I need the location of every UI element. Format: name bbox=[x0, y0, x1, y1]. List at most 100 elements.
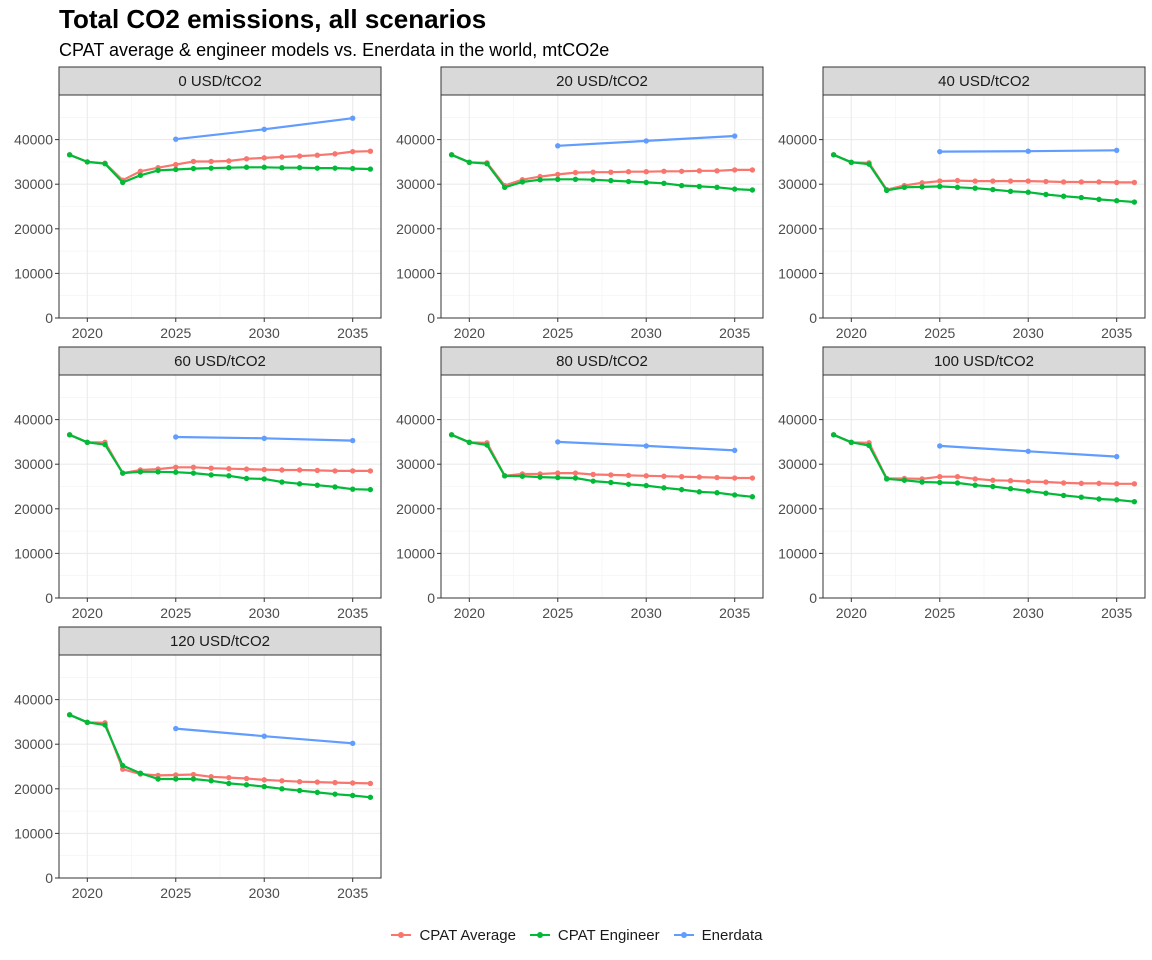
data-point-cpat-engineer bbox=[208, 165, 214, 171]
x-tick-label: 2025 bbox=[924, 605, 955, 621]
data-point-cpat-engineer bbox=[661, 485, 667, 491]
data-point-cpat-engineer bbox=[261, 476, 267, 482]
legend-key-cpat-average bbox=[389, 924, 413, 946]
x-tick-label: 2020 bbox=[836, 325, 867, 341]
y-tick-label: 30000 bbox=[14, 736, 53, 752]
data-point-cpat-engineer bbox=[883, 187, 890, 194]
y-tick-label: 40000 bbox=[778, 132, 817, 148]
y-tick-label: 30000 bbox=[14, 176, 53, 192]
data-point-cpat-average bbox=[731, 475, 738, 481]
data-point-cpat-engineer bbox=[243, 782, 250, 788]
panel-80-usd-tco2: 80 USD/tCO2 0 10000 20000 30000 40000 2020 2025… bbox=[396, 346, 764, 621]
panel-border bbox=[58, 374, 382, 599]
data-point-cpat-average bbox=[137, 168, 144, 174]
data-point-cpat-engineer bbox=[137, 770, 144, 776]
data-point-cpat-average bbox=[972, 476, 978, 482]
x-tick-label: 2020 bbox=[454, 325, 485, 341]
y-tick-label: 40000 bbox=[14, 412, 53, 428]
y-tick-label: 0 bbox=[45, 590, 53, 606]
data-point-cpat-engineer bbox=[1113, 198, 1120, 204]
y-tick-label: 0 bbox=[45, 310, 53, 326]
panel-border bbox=[58, 654, 382, 879]
data-point-cpat-engineer bbox=[279, 786, 285, 792]
data-point-cpat-engineer bbox=[731, 492, 738, 498]
data-point-cpat-engineer bbox=[66, 712, 73, 718]
chart-title: Total CO2 emissions, all scenarios bbox=[59, 4, 487, 34]
y-tick-label: 0 bbox=[809, 590, 817, 606]
series-line-cpat-average bbox=[69, 150, 371, 182]
data-point-cpat-average bbox=[572, 470, 579, 476]
series-line-cpat-engineer bbox=[69, 153, 371, 184]
data-point-cpat-engineer bbox=[367, 486, 374, 493]
data-point-cpat-engineer bbox=[519, 179, 526, 185]
x-tick-label: 2020 bbox=[72, 325, 103, 341]
y-tick-label: 30000 bbox=[396, 456, 435, 472]
data-point-cpat-average bbox=[937, 178, 943, 184]
data-point-cpat-engineer bbox=[1078, 194, 1085, 201]
data-point-cpat-engineer bbox=[555, 474, 561, 481]
data-point-cpat-average bbox=[1113, 179, 1120, 186]
panel-20-usd-tco2: 20 USD/tCO2 0 10000 20000 30000 40000 2020 2025… bbox=[396, 66, 764, 341]
data-point-cpat-average bbox=[643, 473, 649, 479]
x-tick-label: 2035 bbox=[719, 605, 750, 621]
x-tick-label: 2030 bbox=[631, 605, 662, 621]
legend-label-cpat-average: CPAT Average bbox=[419, 926, 516, 944]
facet-strip bbox=[822, 66, 1146, 96]
data-point-cpat-average bbox=[226, 465, 232, 472]
data-point-cpat-engineer bbox=[1113, 497, 1120, 503]
data-point-cpat-engineer bbox=[332, 791, 338, 797]
data-point-cpat-engineer bbox=[314, 165, 321, 171]
series-line-cpat-engineer bbox=[833, 433, 1135, 503]
data-point-enerdata bbox=[1113, 147, 1120, 154]
y-tick-label: 40000 bbox=[396, 412, 435, 428]
data-point-cpat-average bbox=[226, 158, 232, 164]
data-point-cpat-average bbox=[678, 473, 685, 480]
facet-strip-label: 20 USD/tCO2 bbox=[556, 73, 648, 90]
y-tick-label: 40000 bbox=[396, 132, 435, 148]
legend-label-enerdata: Enerdata bbox=[701, 926, 763, 944]
data-point-cpat-average bbox=[572, 169, 579, 176]
data-point-cpat-engineer bbox=[555, 176, 561, 182]
y-tick-label: 20000 bbox=[396, 501, 435, 517]
data-point-cpat-engineer bbox=[296, 164, 303, 171]
data-point-enerdata bbox=[261, 733, 267, 739]
x-tick-label: 2030 bbox=[249, 885, 280, 901]
data-point-cpat-engineer bbox=[84, 719, 91, 726]
x-tick-label: 2030 bbox=[1013, 605, 1044, 621]
data-point-cpat-average bbox=[1025, 478, 1031, 485]
data-point-cpat-average bbox=[367, 468, 374, 474]
data-point-cpat-average bbox=[296, 153, 303, 159]
data-point-cpat-engineer bbox=[901, 184, 908, 191]
y-tick-label: 10000 bbox=[14, 545, 53, 561]
legend-key-enerdata bbox=[672, 924, 696, 946]
facet-strip bbox=[822, 346, 1146, 376]
data-point-cpat-average bbox=[190, 464, 197, 471]
data-point-cpat-average bbox=[279, 154, 285, 160]
data-point-cpat-average bbox=[1060, 179, 1067, 185]
x-tick-label: 2025 bbox=[924, 325, 955, 341]
data-point-cpat-engineer bbox=[749, 494, 756, 500]
facet-strip-label: 40 USD/tCO2 bbox=[938, 73, 1030, 90]
legend-key-cpat-engineer bbox=[528, 924, 552, 946]
facet-strip bbox=[58, 626, 382, 656]
series-line-cpat-engineer bbox=[69, 713, 371, 799]
data-point-cpat-average bbox=[314, 467, 321, 474]
data-point-enerdata bbox=[261, 126, 267, 133]
data-point-cpat-average bbox=[625, 169, 632, 175]
data-point-cpat-engineer bbox=[102, 722, 108, 728]
data-point-cpat-engineer bbox=[901, 477, 908, 483]
data-point-cpat-engineer bbox=[332, 484, 338, 490]
data-point-cpat-average bbox=[661, 168, 667, 174]
data-point-cpat-engineer bbox=[1078, 494, 1085, 500]
data-point-cpat-engineer bbox=[66, 152, 73, 158]
data-point-cpat-average bbox=[1007, 178, 1014, 184]
y-tick-label: 20000 bbox=[778, 501, 817, 517]
y-tick-label: 10000 bbox=[396, 545, 435, 561]
data-point-cpat-engineer bbox=[84, 159, 91, 165]
data-point-cpat-engineer bbox=[349, 792, 356, 799]
panel-60-usd-tco2: 60 USD/tCO2 0 10000 20000 30000 40000 2020 2025… bbox=[14, 346, 382, 621]
data-point-cpat-engineer bbox=[66, 432, 73, 438]
data-point-cpat-average bbox=[1025, 178, 1031, 184]
x-tick-label: 2035 bbox=[337, 325, 368, 341]
data-point-cpat-engineer bbox=[883, 476, 890, 482]
